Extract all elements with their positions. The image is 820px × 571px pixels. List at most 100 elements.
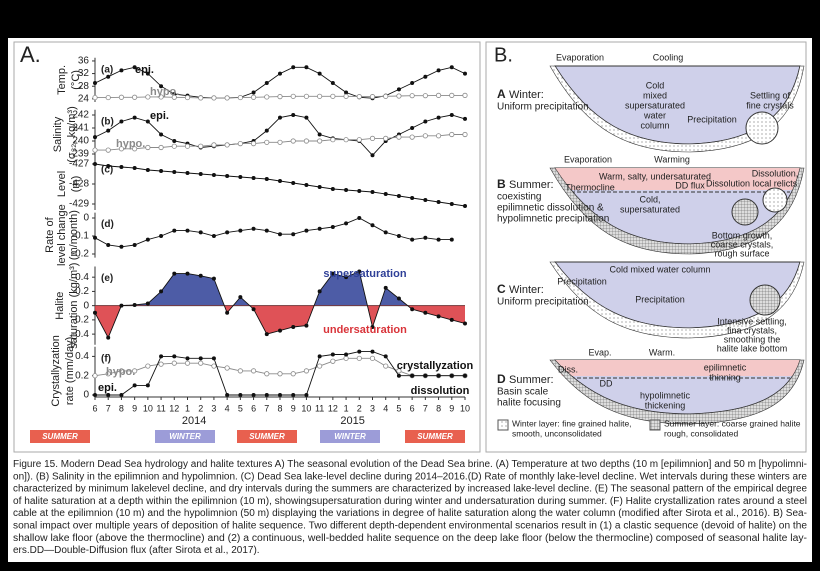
data-point bbox=[237, 94, 243, 101]
scene-letter: B bbox=[497, 177, 506, 191]
data-point bbox=[145, 237, 150, 242]
scene-description: Uniform precipitation bbox=[497, 102, 589, 113]
panel-label: A. bbox=[20, 42, 41, 67]
data-point bbox=[436, 199, 441, 204]
data-point bbox=[171, 94, 177, 100]
data-point bbox=[251, 226, 256, 231]
diagram-label: epilimnetic bbox=[704, 362, 747, 372]
data-point bbox=[132, 115, 137, 120]
data-point bbox=[145, 363, 151, 369]
data-point bbox=[303, 138, 310, 144]
data-point bbox=[132, 94, 138, 100]
legend-label: Winter layer: fine grained halite, bbox=[512, 418, 632, 428]
data-point bbox=[410, 237, 415, 242]
data-point bbox=[250, 94, 257, 100]
diagram-label: halite lake bottom bbox=[717, 343, 788, 353]
data-point bbox=[462, 203, 467, 208]
data-point bbox=[277, 115, 282, 120]
data-point bbox=[330, 81, 335, 86]
diagram-label: DD flux bbox=[675, 180, 705, 190]
data-point bbox=[277, 94, 283, 100]
annotation: dissolution bbox=[411, 385, 470, 397]
magnifier bbox=[762, 187, 788, 213]
diagram-label: Warming bbox=[654, 154, 690, 164]
data-point bbox=[291, 65, 296, 70]
data-point bbox=[118, 94, 125, 100]
data-point bbox=[145, 71, 150, 76]
data-point bbox=[304, 182, 309, 187]
data-point bbox=[396, 368, 402, 374]
y-axis-label: Rate of bbox=[44, 216, 56, 252]
data-point bbox=[185, 356, 190, 361]
data-point bbox=[291, 180, 296, 185]
data-point bbox=[344, 90, 349, 95]
annotation: supersaturation bbox=[323, 268, 406, 280]
data-point bbox=[119, 244, 124, 249]
data-point bbox=[237, 368, 243, 374]
data-point bbox=[396, 296, 401, 301]
legend-swatch bbox=[497, 419, 509, 431]
y-axis-label: Halite bbox=[54, 292, 66, 320]
diagram-label: mixed bbox=[643, 90, 667, 100]
year-label: 2014 bbox=[182, 415, 206, 427]
sediment bbox=[549, 261, 805, 339]
y-tick-label: 240 bbox=[72, 136, 89, 147]
data-point bbox=[462, 71, 467, 76]
data-point bbox=[423, 373, 428, 378]
data-point bbox=[330, 358, 336, 364]
data-point bbox=[383, 191, 388, 196]
x-tick-label: 1 bbox=[344, 403, 349, 413]
y-axis-label: (σ₃₂, kg/m³) bbox=[66, 106, 78, 162]
scene-description: hypolimnetic precipitation bbox=[497, 214, 609, 225]
data-point bbox=[145, 301, 150, 306]
data-point bbox=[238, 228, 243, 233]
diagram-label: local relicts bbox=[753, 178, 798, 188]
data-point bbox=[93, 161, 98, 166]
data-point bbox=[449, 317, 454, 322]
scene-season: Summer: bbox=[509, 374, 554, 386]
data-point bbox=[92, 373, 98, 379]
y-tick-label: 0.4 bbox=[75, 272, 89, 283]
data-point bbox=[290, 93, 296, 99]
data-point bbox=[356, 355, 362, 361]
scene-season: Winter: bbox=[509, 284, 544, 296]
y-tick-label: -0.2 bbox=[72, 315, 90, 326]
data-point bbox=[106, 74, 111, 79]
y-tick-label: -0.2 bbox=[72, 249, 90, 260]
diagram-label: fina crystals, bbox=[727, 325, 777, 335]
data-point bbox=[172, 354, 177, 359]
series-line bbox=[94, 217, 452, 248]
data-point bbox=[317, 71, 322, 76]
data-point bbox=[238, 392, 243, 397]
diagram-label: Diss. bbox=[558, 364, 578, 374]
data-point bbox=[436, 68, 441, 73]
data-point bbox=[185, 228, 190, 233]
data-point bbox=[357, 269, 362, 274]
data-point bbox=[145, 167, 150, 172]
data-point bbox=[449, 92, 455, 98]
panel-b-frame bbox=[485, 41, 807, 453]
series-label: epi. bbox=[150, 110, 169, 122]
data-point bbox=[264, 332, 269, 337]
data-point bbox=[264, 139, 270, 145]
y-tick-label: 0.2 bbox=[75, 370, 89, 381]
diagram-label: smoothing the bbox=[724, 334, 781, 344]
diagram-label: supersaturated bbox=[625, 100, 685, 110]
data-point bbox=[370, 189, 375, 194]
epilimnion bbox=[555, 360, 800, 376]
data-point bbox=[93, 310, 98, 315]
y-tick-label: 36 bbox=[78, 56, 90, 67]
x-tick-label: 11 bbox=[156, 403, 165, 413]
x-tick-label: 9 bbox=[132, 403, 137, 413]
caption-line: Figure 15. Modern Dead Sea hydrology and… bbox=[13, 459, 807, 470]
basin-diagrams bbox=[497, 65, 805, 431]
y-tick-label: 0 bbox=[83, 213, 89, 224]
panel-label: (c) bbox=[101, 165, 113, 176]
x-tick-label: 9 bbox=[291, 403, 296, 413]
data-point bbox=[225, 310, 230, 315]
data-point bbox=[132, 302, 137, 307]
y-tick-label: -428 bbox=[69, 179, 89, 190]
data-point bbox=[344, 275, 349, 280]
data-point bbox=[93, 235, 98, 240]
